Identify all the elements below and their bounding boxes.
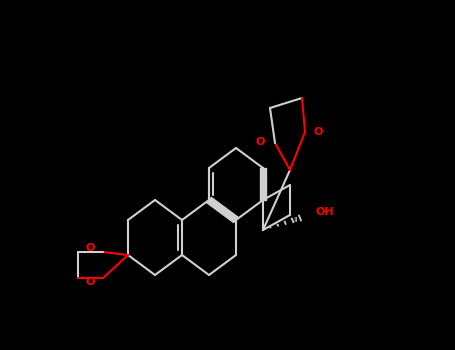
Text: O: O xyxy=(86,243,95,253)
Text: O: O xyxy=(256,137,265,147)
Text: O: O xyxy=(86,277,95,287)
Text: OH: OH xyxy=(315,207,334,217)
Polygon shape xyxy=(259,168,267,200)
Polygon shape xyxy=(207,197,238,223)
Text: ıı: ıı xyxy=(293,215,298,224)
Text: O: O xyxy=(313,127,323,137)
